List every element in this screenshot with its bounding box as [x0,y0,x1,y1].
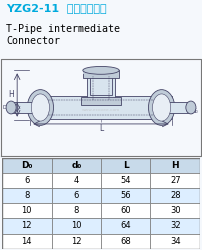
Text: 54: 54 [121,176,131,185]
Bar [101,234,150,249]
Bar [101,158,150,173]
Bar [90,76,112,95]
Bar [101,203,150,218]
Bar [150,203,200,218]
Text: D₀: D₀ [3,105,9,110]
Bar [52,218,101,234]
Bar [150,234,200,249]
Ellipse shape [153,94,171,121]
Bar [2,158,52,173]
Text: H: H [8,90,14,99]
Text: 64: 64 [120,222,131,230]
Text: 68: 68 [120,237,131,246]
Bar [52,203,101,218]
Text: 12: 12 [22,222,32,230]
Bar [87,68,115,102]
Bar [30,96,172,119]
Ellipse shape [6,101,16,114]
Text: 34: 34 [170,237,181,246]
Bar [52,158,101,173]
Text: d₀: d₀ [71,160,81,170]
Text: 12: 12 [71,237,81,246]
Text: 10: 10 [22,206,32,215]
Bar [158,102,192,113]
Bar [2,234,52,249]
Bar [150,218,200,234]
Bar [83,70,119,78]
Ellipse shape [83,66,119,74]
Text: 8: 8 [74,206,79,215]
Text: 28: 28 [170,191,181,200]
Bar [150,173,200,188]
Ellipse shape [186,101,196,114]
Bar [150,158,200,173]
Text: 6: 6 [24,176,29,185]
Text: 14: 14 [22,237,32,246]
Text: 10: 10 [71,222,81,230]
Bar [150,188,200,203]
Text: L: L [123,160,129,170]
Text: 56: 56 [120,191,131,200]
Text: 27: 27 [170,176,181,185]
Bar [101,188,150,203]
Bar [52,188,101,203]
Text: L: L [99,124,103,133]
Ellipse shape [31,94,49,121]
Text: H: H [171,160,179,170]
Bar [101,173,150,188]
Bar [10,102,44,113]
Text: www.ecovee.com: www.ecovee.com [82,108,120,112]
Bar [2,218,52,234]
Text: 6: 6 [74,191,79,200]
Text: D₀: D₀ [21,160,33,170]
Bar [2,188,52,203]
Bar [83,70,119,74]
Text: 4: 4 [74,176,79,185]
Text: 32: 32 [170,222,181,230]
Text: 60: 60 [120,206,131,215]
Bar [2,203,52,218]
Text: 30: 30 [170,206,181,215]
Text: T-Pipe intermediate
Connector: T-Pipe intermediate Connector [6,24,120,46]
Text: d₀: d₀ [193,109,199,114]
Text: YZG2-11  三通中間接頭: YZG2-11 三通中間接頭 [6,3,107,13]
Bar [52,173,101,188]
Text: 8: 8 [24,191,29,200]
Bar [81,97,121,105]
Bar [101,218,150,234]
Bar [52,234,101,249]
Ellipse shape [27,90,54,125]
Bar [2,173,52,188]
Ellipse shape [148,90,175,125]
